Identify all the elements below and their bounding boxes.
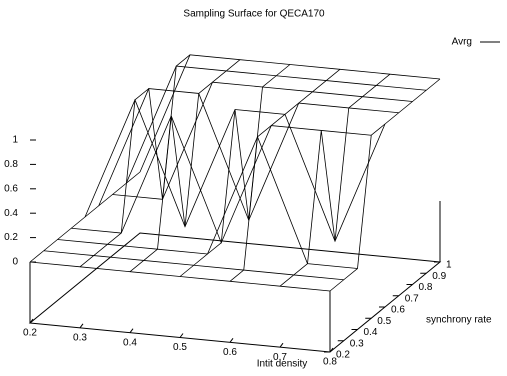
surface-line xyxy=(229,69,341,282)
x-tick xyxy=(79,323,84,329)
y-tick-label: 0.5 xyxy=(377,316,391,327)
x-tick xyxy=(29,318,34,324)
x-tick-label: 0.3 xyxy=(73,332,87,343)
y-axis-label: synchrony rate xyxy=(426,315,492,326)
surface-line xyxy=(329,78,441,292)
x-tick xyxy=(279,342,284,348)
surface-line xyxy=(129,59,241,272)
z-tick-label: 0.8 xyxy=(4,159,18,170)
x-tick-label: 0.2 xyxy=(23,328,37,339)
surface-line xyxy=(84,98,386,243)
surface-line xyxy=(112,81,413,200)
floor xyxy=(28,232,442,353)
chart-title: Sampling Surface for QECA170 xyxy=(183,9,325,20)
legend-label: Avrg xyxy=(452,37,472,48)
x-tick-label: 0.6 xyxy=(223,347,237,358)
x-tick-label: 0.7 xyxy=(273,352,287,363)
y-tick-label: 1 xyxy=(446,260,452,271)
y-tick-label: 0.9 xyxy=(432,271,446,282)
surface-line xyxy=(279,73,391,287)
x-tick-label: 0.4 xyxy=(123,337,137,348)
x-tick xyxy=(179,333,184,338)
x-tick-label: 0.5 xyxy=(173,342,187,353)
z-tick-label: 0.2 xyxy=(4,232,18,243)
y-tick-label: 0.3 xyxy=(350,338,364,349)
x-tick-label: 0.8 xyxy=(323,357,337,368)
x-tick xyxy=(329,347,334,353)
z-tick-label: 1 xyxy=(12,135,18,146)
y-tick-label: 0.2 xyxy=(336,350,350,361)
surface-line xyxy=(79,54,191,268)
surface-line xyxy=(125,65,427,184)
y-tick-label: 0.8 xyxy=(419,282,433,293)
z-tick-label: 0.4 xyxy=(4,208,18,219)
z-tick-label: 0.6 xyxy=(4,183,18,194)
surface-line xyxy=(29,171,141,263)
x-axis-label: Intit density xyxy=(257,359,308,370)
x-tick xyxy=(129,328,134,333)
surface-line xyxy=(98,88,399,222)
surface-line xyxy=(139,54,441,173)
y-tick-label: 0.6 xyxy=(391,305,405,316)
x-tick xyxy=(229,338,234,343)
surface-line xyxy=(179,64,291,277)
z-tick-label: 0 xyxy=(12,257,18,268)
y-tick-label: 0.4 xyxy=(364,327,378,338)
surface-line xyxy=(71,114,372,244)
y-tick-label: 0.7 xyxy=(405,293,419,304)
